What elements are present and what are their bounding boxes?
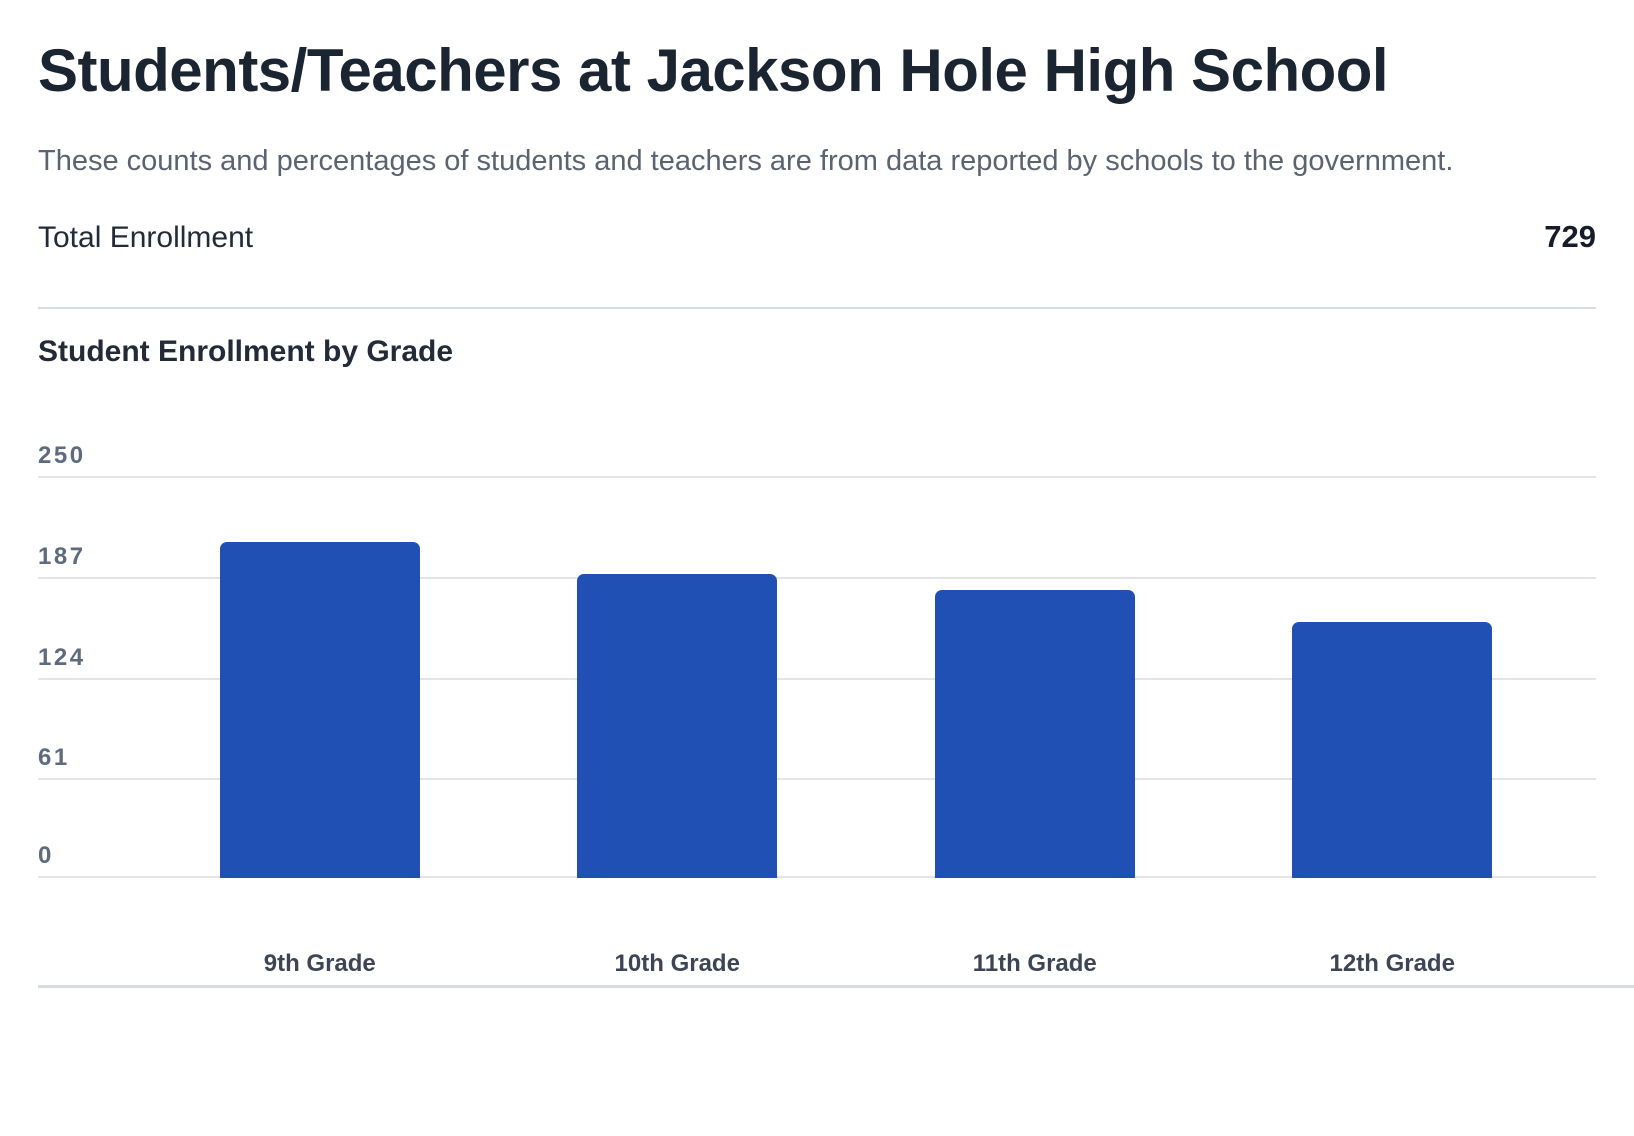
- y-tick-label: 187: [38, 542, 86, 570]
- x-axis-label: 12th Grade: [1329, 950, 1455, 977]
- total-enrollment-row: Total Enrollment 729: [38, 219, 1596, 309]
- x-axis-label: 11th Grade: [972, 950, 1097, 977]
- y-tick-label: 250: [38, 442, 86, 469]
- gridline-61: 61: [38, 744, 1596, 781]
- page-subtitle: These counts and percentages of students…: [38, 145, 1454, 177]
- gridline-250: 250: [38, 442, 1596, 478]
- y-tick-label: 61: [38, 744, 70, 772]
- page-title: Students/Teachers at Jackson Hole High S…: [38, 37, 1389, 104]
- y-tick-label: 0: [38, 842, 54, 869]
- y-tick-label: 124: [38, 643, 86, 671]
- bar-slot: [499, 478, 857, 878]
- chart-plot-area: 0 61 124 187 250: [38, 442, 1596, 878]
- bar-slot: [856, 478, 1214, 878]
- section-title-enrollment-by-grade: Student Enrollment by Grade: [38, 335, 454, 368]
- gridline-187: 187: [38, 543, 1596, 579]
- total-enrollment-value: 729: [1544, 219, 1596, 254]
- bar-9th-grade: [219, 542, 420, 878]
- chart-bars: [141, 478, 1571, 878]
- bar-11th-grade: [934, 590, 1135, 878]
- x-axis-label: 9th Grade: [263, 950, 376, 977]
- gridline-124: 124: [38, 644, 1596, 680]
- x-axis-label: 10th Grade: [614, 950, 740, 977]
- bar-slot: [141, 478, 499, 878]
- bar-12th-grade: [1292, 622, 1493, 878]
- bottom-divider: [38, 985, 1634, 988]
- chart-x-axis-labels: 9th Grade 10th Grade 11th Grade 12th Grade: [141, 950, 1571, 978]
- bar-10th-grade: [577, 574, 778, 878]
- gridline-0: 0: [38, 842, 1596, 878]
- total-enrollment-label: Total Enrollment: [38, 221, 254, 254]
- bar-slot: [1214, 478, 1572, 878]
- enrollment-by-grade-chart: 0 61 124 187 250 9th Grade 10th Grade 11th Gra…: [38, 442, 1596, 978]
